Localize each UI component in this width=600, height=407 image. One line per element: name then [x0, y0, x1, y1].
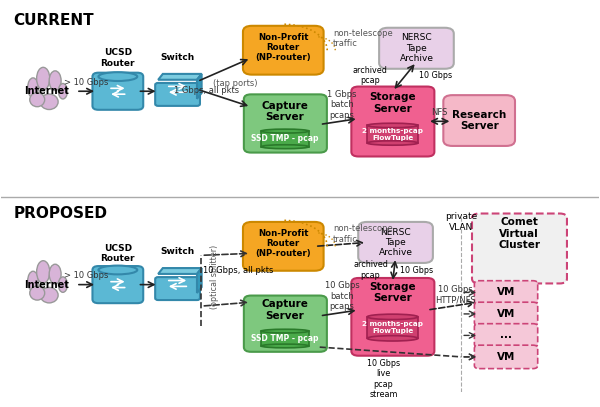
Text: Comet
Virtual
Cluster: Comet Virtual Cluster	[498, 217, 540, 250]
Text: CURRENT: CURRENT	[13, 13, 94, 28]
Text: SSD TMP - pcap: SSD TMP - pcap	[251, 334, 319, 343]
Ellipse shape	[367, 123, 418, 128]
FancyBboxPatch shape	[243, 222, 323, 271]
Ellipse shape	[37, 67, 50, 90]
Bar	[261, 131, 309, 147]
Text: Switch: Switch	[160, 53, 194, 62]
Ellipse shape	[37, 261, 50, 283]
Text: Storage
Server: Storage Server	[369, 282, 416, 303]
Text: > 10 Gbps: > 10 Gbps	[64, 271, 109, 280]
Ellipse shape	[40, 287, 58, 303]
Text: Internet: Internet	[24, 280, 68, 290]
Ellipse shape	[30, 93, 44, 107]
Text: Research
Server: Research Server	[452, 110, 506, 131]
Text: Non-Profit
Router
(NP-router): Non-Profit Router (NP-router)	[256, 229, 311, 258]
Text: PROPOSED: PROPOSED	[13, 206, 107, 221]
Text: 1 Gbps, all pkts: 1 Gbps, all pkts	[173, 86, 239, 95]
FancyBboxPatch shape	[92, 266, 143, 303]
Text: non-telescope
traffic: non-telescope traffic	[333, 29, 392, 48]
Polygon shape	[158, 74, 202, 80]
Ellipse shape	[261, 344, 309, 348]
Ellipse shape	[261, 329, 309, 333]
Bar	[261, 331, 309, 346]
Ellipse shape	[367, 336, 418, 341]
FancyBboxPatch shape	[243, 26, 323, 74]
Ellipse shape	[261, 129, 309, 133]
Text: NERSC
Tape
Archive: NERSC Tape Archive	[400, 33, 433, 63]
Ellipse shape	[49, 71, 61, 90]
Text: 10 Gbps, all pkts: 10 Gbps, all pkts	[203, 267, 274, 276]
Ellipse shape	[28, 271, 38, 291]
Text: non-telescope
traffic: non-telescope traffic	[333, 224, 392, 243]
Text: Capture
Server: Capture Server	[262, 299, 308, 321]
FancyBboxPatch shape	[475, 345, 538, 369]
Text: (tap ports): (tap ports)	[214, 79, 258, 88]
Text: VM: VM	[497, 309, 515, 319]
Ellipse shape	[49, 264, 61, 284]
FancyBboxPatch shape	[352, 278, 434, 356]
Text: Capture
Server: Capture Server	[262, 101, 308, 123]
Text: Storage
Server: Storage Server	[369, 92, 416, 114]
Text: 10 Gbps
HTTP/NFS: 10 Gbps HTTP/NFS	[435, 285, 476, 304]
FancyBboxPatch shape	[379, 28, 454, 69]
Ellipse shape	[98, 266, 137, 274]
FancyBboxPatch shape	[352, 87, 434, 156]
Ellipse shape	[98, 72, 137, 81]
Text: 10 Gbps: 10 Gbps	[419, 71, 452, 80]
Text: archived
pcap: archived pcap	[353, 260, 388, 280]
Text: VM: VM	[497, 287, 515, 298]
Bar	[367, 317, 418, 338]
Ellipse shape	[58, 277, 67, 292]
FancyBboxPatch shape	[443, 95, 515, 146]
Text: UCSD
Router: UCSD Router	[101, 48, 135, 68]
Text: 1 Gbps
batch
pcaps: 1 Gbps batch pcaps	[328, 90, 357, 120]
Polygon shape	[197, 268, 202, 293]
Text: VM: VM	[497, 352, 515, 362]
FancyBboxPatch shape	[92, 73, 143, 110]
FancyBboxPatch shape	[155, 83, 200, 106]
FancyBboxPatch shape	[358, 222, 433, 263]
FancyBboxPatch shape	[472, 214, 567, 283]
Ellipse shape	[40, 94, 58, 109]
Text: NFS: NFS	[431, 107, 448, 117]
FancyBboxPatch shape	[244, 94, 327, 153]
Text: 10 Gbps
batch
pcaps: 10 Gbps batch pcaps	[325, 281, 359, 311]
FancyBboxPatch shape	[475, 302, 538, 326]
Text: 2 months-pcap
FlowTuple: 2 months-pcap FlowTuple	[362, 321, 423, 334]
Ellipse shape	[367, 314, 418, 319]
Text: 2 months-pcap
FlowTuple: 2 months-pcap FlowTuple	[362, 128, 423, 141]
Polygon shape	[197, 74, 202, 99]
Ellipse shape	[58, 83, 67, 99]
Text: private
VLAN: private VLAN	[445, 212, 478, 232]
Text: 10 Gbps: 10 Gbps	[400, 266, 433, 275]
FancyBboxPatch shape	[475, 281, 538, 304]
Text: UCSD
Router: UCSD Router	[101, 244, 135, 263]
Text: Internet: Internet	[24, 86, 68, 96]
Text: 10 Gbps
live
pcap
stream: 10 Gbps live pcap stream	[367, 359, 400, 399]
Ellipse shape	[261, 145, 309, 149]
Polygon shape	[158, 268, 202, 274]
Ellipse shape	[30, 286, 44, 300]
Text: NERSC
Tape
Archive: NERSC Tape Archive	[379, 228, 413, 257]
Ellipse shape	[28, 78, 38, 98]
Text: ...: ...	[500, 330, 512, 340]
FancyBboxPatch shape	[155, 277, 200, 300]
FancyBboxPatch shape	[475, 324, 538, 347]
Text: (optical splitter): (optical splitter)	[211, 245, 220, 309]
Ellipse shape	[367, 141, 418, 145]
Text: archived
pcap: archived pcap	[352, 66, 388, 85]
Text: Non-Profit
Router
(NP-router): Non-Profit Router (NP-router)	[256, 33, 311, 62]
Text: > 10 Gbps: > 10 Gbps	[64, 78, 109, 87]
Text: SSD TMP - pcap: SSD TMP - pcap	[251, 134, 319, 143]
FancyBboxPatch shape	[244, 295, 327, 352]
Text: Switch: Switch	[160, 247, 194, 256]
Bar	[367, 125, 418, 143]
